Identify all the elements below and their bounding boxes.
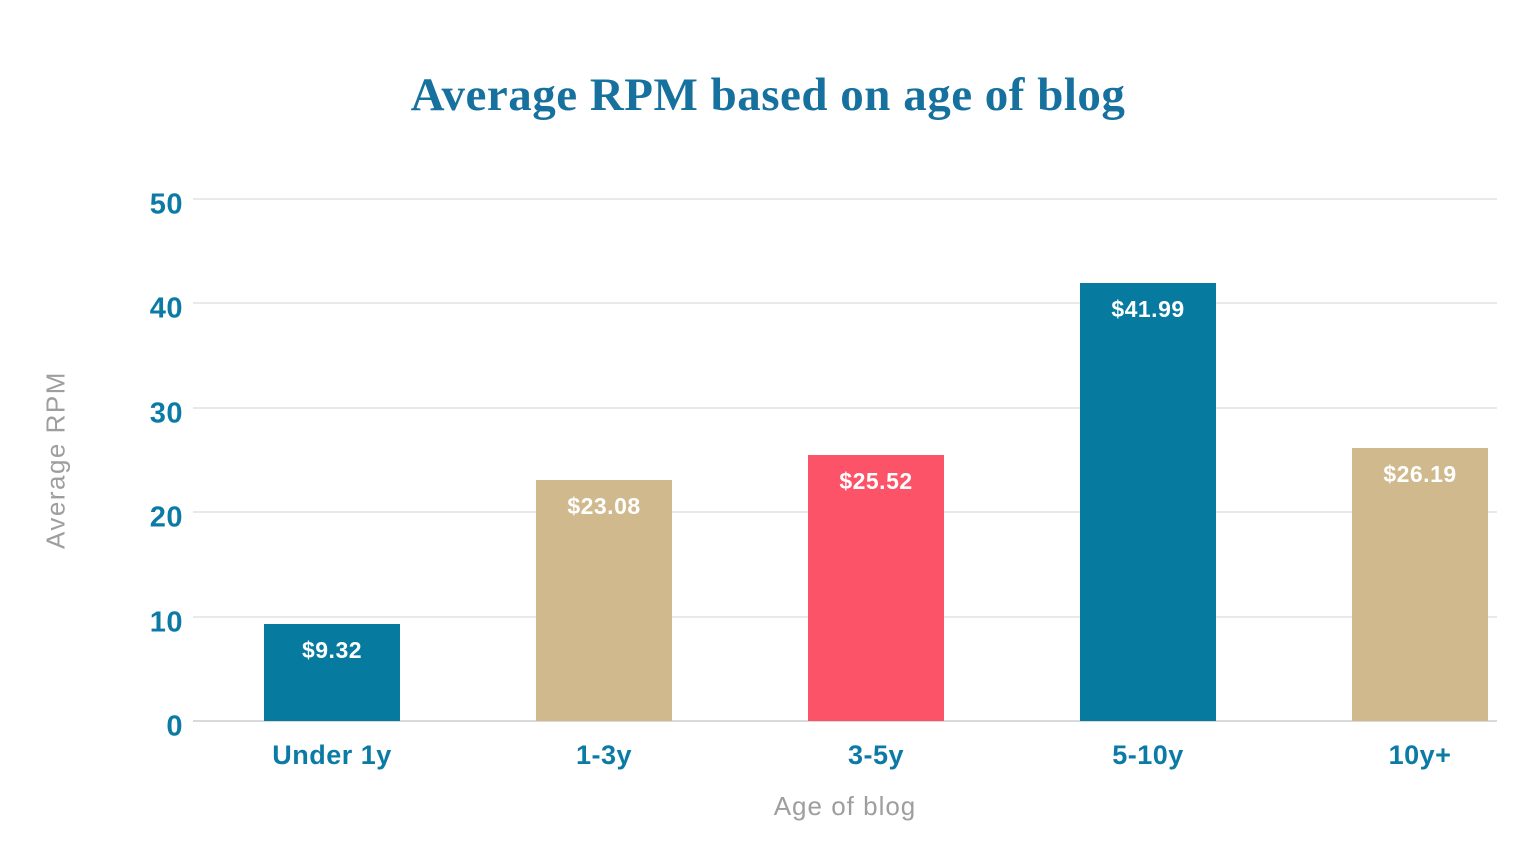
y-tick-label: 0 xyxy=(166,710,183,743)
y-tick-label: 10 xyxy=(149,606,183,639)
gridline xyxy=(193,406,1497,409)
bar-slot: $23.08 xyxy=(468,199,740,721)
bar: $23.08 xyxy=(536,480,672,721)
x-tick-label: 1-3y xyxy=(575,740,633,770)
x-tick-label: 5-10y xyxy=(1112,740,1184,770)
chart-title: Average RPM based on age of blog xyxy=(410,69,1126,121)
bar-value-label: $23.08 xyxy=(567,493,641,520)
y-tick-label: 20 xyxy=(149,501,183,534)
y-tick-label: 30 xyxy=(149,397,183,430)
bar: $9.32 xyxy=(264,623,400,721)
bar: $41.99 xyxy=(1080,282,1216,721)
bar-value-label: $26.19 xyxy=(1383,460,1457,487)
x-axis-ticks: Under 1y 1-3y 3-5y 5-10y 10y+ xyxy=(196,740,1536,771)
gridline xyxy=(193,302,1497,305)
bar-value-label: $9.32 xyxy=(301,636,363,663)
x-tick-label: 10y+ xyxy=(1388,740,1452,770)
bar: $25.52 xyxy=(808,454,944,721)
bar-value-label: $41.99 xyxy=(1111,295,1185,322)
y-axis-ticks: 0 10 20 30 40 50 xyxy=(0,189,183,743)
x-axis-baseline xyxy=(193,720,1497,722)
bars-layer: $9.32 $23.08 $25.52 $41.99 $26.19 xyxy=(196,199,1536,721)
x-tick-label: 3-5y xyxy=(847,740,905,770)
gridline xyxy=(193,198,1497,200)
bar-slot: $26.19 xyxy=(1284,199,1536,721)
bar-slot: $9.32 xyxy=(196,199,468,721)
bar: $26.19 xyxy=(1352,447,1488,721)
bar-value-label: $25.52 xyxy=(839,467,913,494)
bar-slot: $25.52 xyxy=(740,199,1012,721)
y-tick-label: 40 xyxy=(149,292,183,325)
bar-slot: $41.99 xyxy=(1012,199,1284,721)
x-tick-label: Under 1y xyxy=(272,740,392,770)
x-axis-title: Age of blog xyxy=(773,791,917,821)
y-tick-label: 50 xyxy=(149,188,183,221)
